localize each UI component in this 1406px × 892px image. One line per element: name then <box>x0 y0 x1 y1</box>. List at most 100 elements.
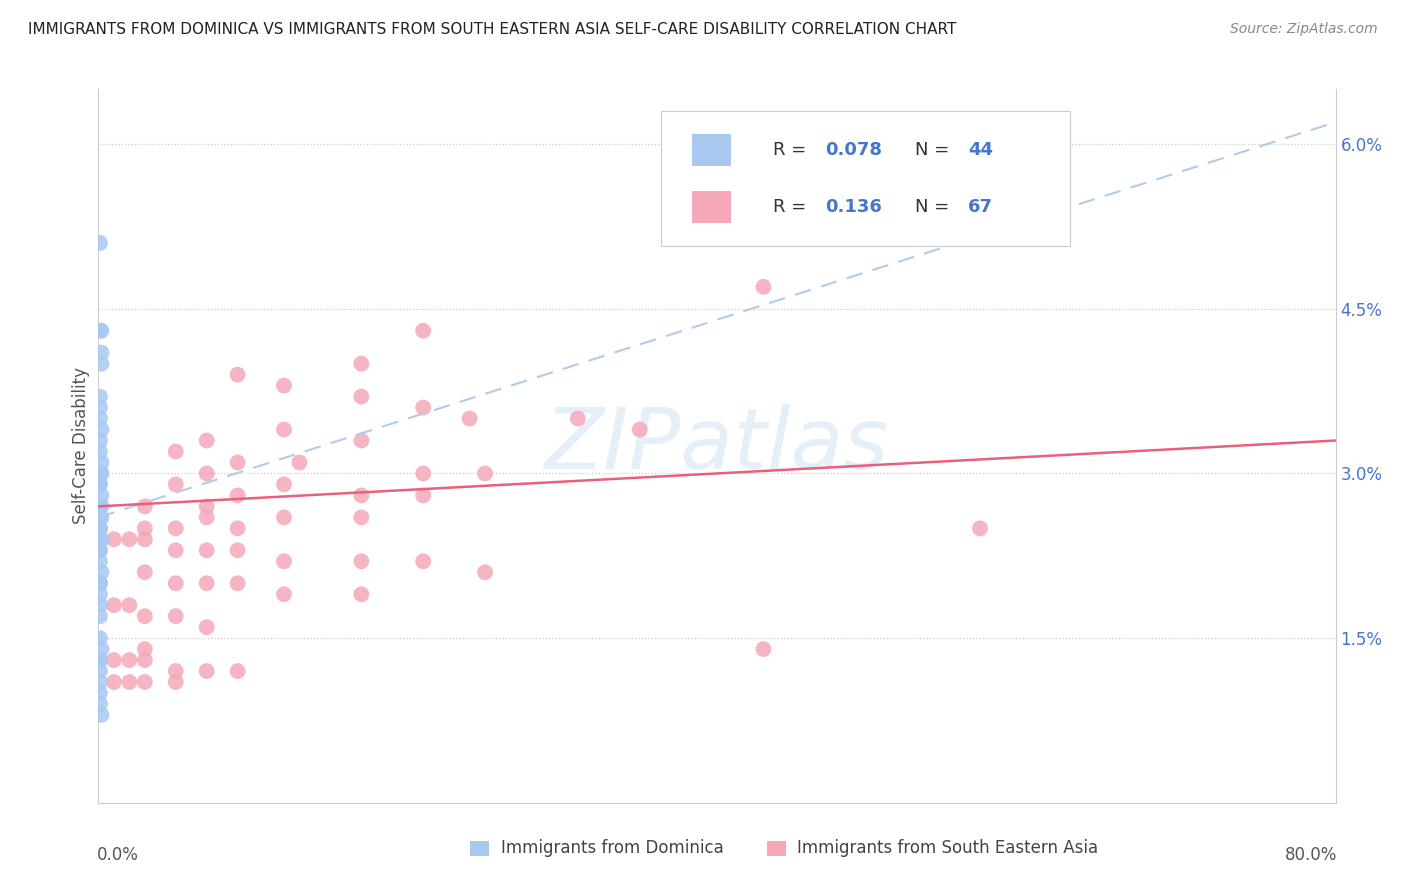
Point <box>134 566 156 580</box>
Point <box>89 587 111 601</box>
Point <box>90 423 112 437</box>
Point <box>195 576 218 591</box>
Point <box>89 664 111 678</box>
Point <box>195 467 218 481</box>
Point <box>89 444 111 458</box>
Point <box>458 411 481 425</box>
Point <box>103 533 125 547</box>
Point <box>90 510 112 524</box>
Point <box>89 576 111 591</box>
Point <box>273 378 295 392</box>
Point <box>134 521 156 535</box>
Point <box>89 609 111 624</box>
Point <box>412 467 434 481</box>
Point <box>89 543 111 558</box>
Point <box>118 533 141 547</box>
Point <box>89 521 111 535</box>
Point <box>273 510 295 524</box>
Point <box>89 576 111 591</box>
Point <box>752 280 775 294</box>
Point <box>134 609 156 624</box>
Text: 80.0%: 80.0% <box>1285 846 1337 863</box>
Text: ZIPatlas: ZIPatlas <box>546 404 889 488</box>
Point <box>226 521 249 535</box>
Point <box>165 543 187 558</box>
Point <box>90 533 112 547</box>
Point <box>89 675 111 690</box>
Point <box>89 543 111 558</box>
Point <box>134 500 156 514</box>
Point <box>412 324 434 338</box>
Point <box>90 455 112 469</box>
Point <box>89 467 111 481</box>
Point <box>226 488 249 502</box>
Point <box>675 192 697 206</box>
Point <box>118 598 141 612</box>
Bar <box>692 191 731 223</box>
Point <box>195 543 218 558</box>
Point <box>118 653 141 667</box>
Text: Source: ZipAtlas.com: Source: ZipAtlas.com <box>1230 22 1378 37</box>
Text: 0.0%: 0.0% <box>97 846 139 863</box>
Point <box>134 653 156 667</box>
Point <box>226 455 249 469</box>
Text: R =: R = <box>773 198 811 216</box>
Point <box>350 434 373 448</box>
Point <box>89 500 111 514</box>
Point <box>89 533 111 547</box>
Point <box>165 576 187 591</box>
Point <box>165 477 187 491</box>
Point <box>89 631 111 645</box>
Point <box>90 642 112 657</box>
Point <box>134 533 156 547</box>
Point <box>89 510 111 524</box>
Point <box>103 598 125 612</box>
Point <box>89 477 111 491</box>
Bar <box>766 840 786 856</box>
Point <box>118 675 141 690</box>
Point <box>273 477 295 491</box>
FancyBboxPatch shape <box>661 111 1070 246</box>
Point <box>165 664 187 678</box>
Point <box>350 488 373 502</box>
Point <box>195 620 218 634</box>
Point <box>90 708 112 723</box>
Y-axis label: Self-Care Disability: Self-Care Disability <box>72 368 90 524</box>
Point <box>226 664 249 678</box>
Point <box>134 675 156 690</box>
Point <box>350 510 373 524</box>
Point <box>288 455 311 469</box>
Point <box>89 653 111 667</box>
Point <box>89 434 111 448</box>
Point <box>89 390 111 404</box>
Point <box>90 357 112 371</box>
Text: N =: N = <box>915 198 955 216</box>
Point <box>103 675 125 690</box>
Point <box>89 401 111 415</box>
Point <box>273 423 295 437</box>
Point <box>350 390 373 404</box>
Point <box>89 686 111 700</box>
Point <box>89 235 111 250</box>
Text: IMMIGRANTS FROM DOMINICA VS IMMIGRANTS FROM SOUTH EASTERN ASIA SELF-CARE DISABIL: IMMIGRANTS FROM DOMINICA VS IMMIGRANTS F… <box>28 22 956 37</box>
Text: 0.078: 0.078 <box>825 141 882 159</box>
Point <box>195 664 218 678</box>
Point <box>89 653 111 667</box>
Point <box>89 521 111 535</box>
Point <box>226 576 249 591</box>
Point <box>103 653 125 667</box>
Point <box>474 467 496 481</box>
Point <box>89 411 111 425</box>
Point <box>89 521 111 535</box>
Point <box>89 477 111 491</box>
Point <box>350 357 373 371</box>
Text: 67: 67 <box>969 198 993 216</box>
Point <box>165 444 187 458</box>
Point <box>412 554 434 568</box>
Point <box>90 500 112 514</box>
Point <box>412 488 434 502</box>
Point <box>273 587 295 601</box>
Point <box>90 345 112 359</box>
Bar <box>470 840 489 856</box>
Text: 0.136: 0.136 <box>825 198 882 216</box>
